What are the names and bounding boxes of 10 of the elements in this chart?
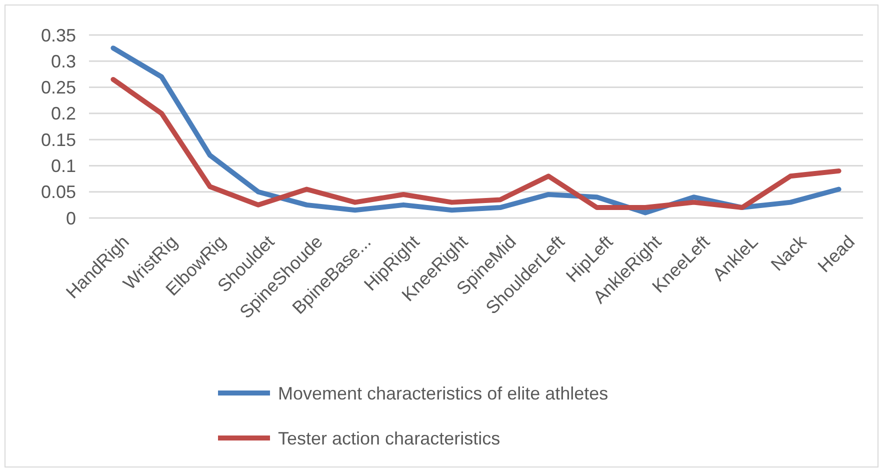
y-tick-label: 0.3	[50, 51, 76, 72]
y-tick-label: 0.1	[50, 156, 76, 176]
y-tick-label: 0.35	[40, 25, 76, 46]
legend-label: Movement characteristics of elite athletes	[278, 383, 608, 404]
y-tick-label: 0.2	[50, 104, 76, 124]
y-tick-label: 0	[66, 208, 76, 228]
legend-label: Tester action characteristics	[278, 428, 500, 448]
y-tick-label: 0.25	[40, 78, 76, 98]
y-tick-label: 0.05	[40, 182, 76, 202]
y-tick-label: 0.15	[40, 130, 76, 150]
